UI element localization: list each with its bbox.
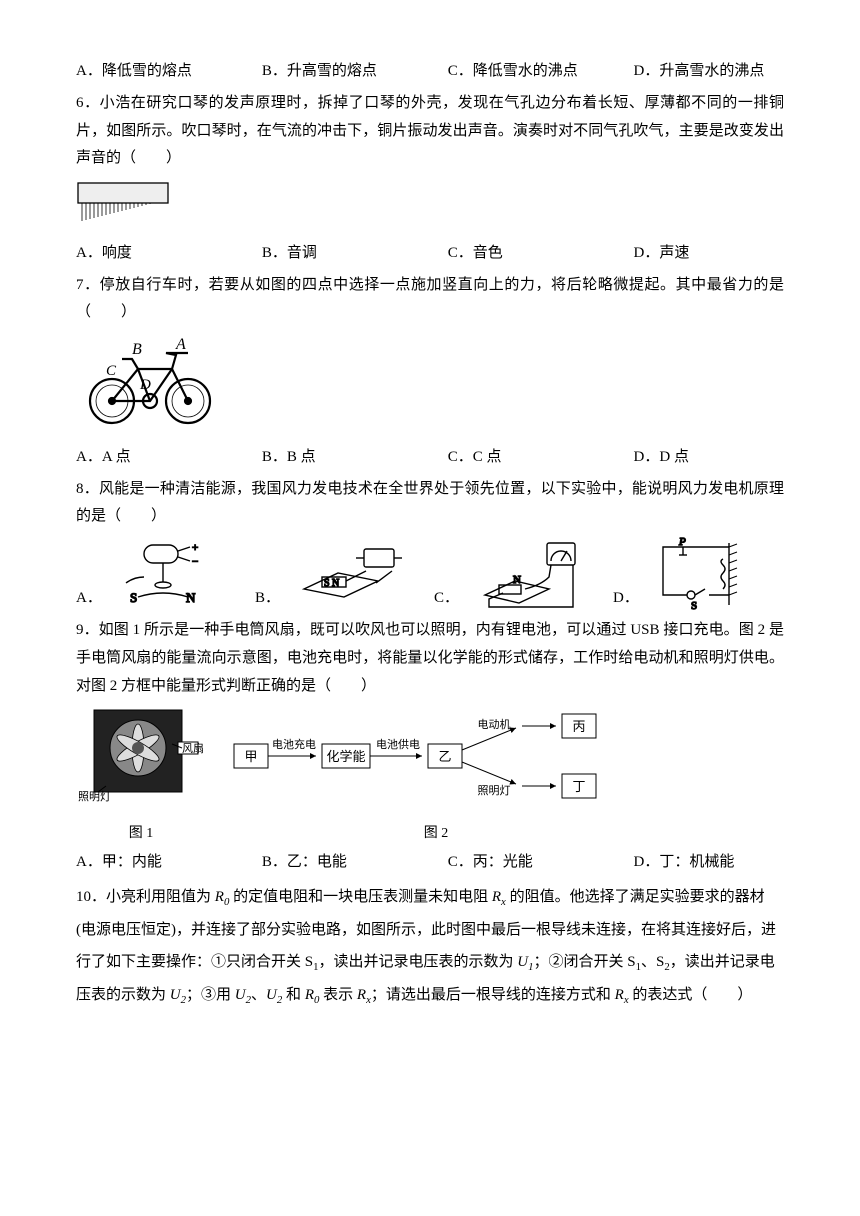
q8-opt-b-label: B． <box>255 585 280 613</box>
q9-figures: 风扇 照明灯 图 1 甲 电池充电 化学能 电池供电 乙 <box>76 704 784 847</box>
q10-body: 10．小亮利用阻值为 R0 的定值电阻和一块电压表测量未知电阻 Rx 的阻值。他… <box>76 889 776 1004</box>
q8-opt-a: A． + − S N <box>76 537 247 613</box>
u2-symbol-2: U2 <box>235 987 251 1003</box>
q10: 10．小亮利用阻值为 R0 的定值电阻和一块电压表测量未知电阻 Rx 的阻值。他… <box>76 881 784 1013</box>
q10-t5: ；②闭合开关 S <box>534 954 636 970</box>
q7-figure: A B C D <box>76 331 784 440</box>
q8-opt-a-label: A． <box>76 585 102 613</box>
experiment-a-icon: + − S N <box>108 537 218 613</box>
q10-t2: 的定值电阻和一块电压表测量未知电阻 <box>229 889 492 905</box>
q8: 8．风能是一种清洁能源，我国风力发电技术在全世界处于领先位置，以下实验中，能说明… <box>76 476 784 614</box>
fan-label: 风扇 <box>182 741 204 755</box>
q5-opt-c: C．降低雪水的沸点 <box>448 58 634 86</box>
q7-body: 7．停放自行车时，若要从如图的四点中选择一点施加竖直向上的力，将后轮略微提起。其… <box>76 272 784 328</box>
svg-text:S: S <box>691 600 697 612</box>
q6-options-row: A．响度 B．音调 C．音色 D．声速 <box>76 240 784 268</box>
u2-symbol-3: U2 <box>266 987 282 1003</box>
q10-t1: 10．小亮利用阻值为 <box>76 889 215 905</box>
energy-flow-icon: 甲 电池充电 化学能 电池供电 乙 电动机 丙 照明灯 <box>226 704 646 810</box>
svg-text:C: C <box>106 363 117 379</box>
q8-options-row: A． + − S N B． S N <box>76 537 784 613</box>
svg-text:N: N <box>186 590 196 605</box>
q7-opt-c: C．C 点 <box>448 444 634 472</box>
q8-opt-b: B． S N <box>255 537 426 613</box>
svg-text:丙: 丙 <box>572 719 585 734</box>
q7-opt-d: D．D 点 <box>634 444 784 472</box>
q9-opt-b: B．乙：电能 <box>262 849 448 877</box>
q9-body: 9．如图 1 所示是一种手电筒风扇，既可以吹风也可以照明，内有锂电池，可以通过 … <box>76 617 784 700</box>
svg-text:−: − <box>192 556 198 568</box>
q8-opt-c: C． N <box>434 537 605 613</box>
q6-body: 6．小浩在研究口琴的发声原理时，拆掉了口琴的外壳，发现在气孔边分布着长短、厚薄都… <box>76 90 784 173</box>
q8-body: 8．风能是一种清洁能源，我国风力发电技术在全世界处于领先位置，以下实验中，能说明… <box>76 476 784 532</box>
svg-text:丁: 丁 <box>572 779 585 794</box>
q9-fig2: 甲 电池充电 化学能 电池供电 乙 电动机 丙 照明灯 <box>226 704 646 847</box>
svg-text:A: A <box>175 336 186 353</box>
svg-text:B: B <box>132 341 142 358</box>
q9-fig1-caption: 图 1 <box>76 821 206 847</box>
svg-text:S N: S N <box>324 578 339 589</box>
fan-flashlight-icon: 风扇 照明灯 <box>76 704 206 810</box>
rx-symbol-3: Rx <box>615 987 629 1003</box>
q10-t12: ；请选出最后一根导线的连接方式和 <box>371 987 615 1003</box>
q8-opt-c-label: C． <box>434 585 459 613</box>
lamp-side-label: 照明灯 <box>78 790 111 803</box>
q7-options-row: A．A 点 B．B 点 C．C 点 D．D 点 <box>76 444 784 472</box>
q7: 7．停放自行车时，若要从如图的四点中选择一点施加竖直向上的力，将后轮略微提起。其… <box>76 272 784 472</box>
q5-opt-a: A．降低雪的熔点 <box>76 58 262 86</box>
q7-opt-b: B．B 点 <box>262 444 448 472</box>
svg-text:照明灯: 照明灯 <box>478 784 511 797</box>
experiment-d-icon: S P <box>645 537 755 613</box>
q5-options: A．降低雪的熔点 B．升高雪的熔点 C．降低雪水的沸点 D．升高雪水的沸点 <box>76 58 784 86</box>
q10-t11: 表示 <box>319 987 357 1003</box>
u1-symbol: U1 <box>517 954 533 970</box>
bicycle-icon: A B C D <box>76 331 224 429</box>
experiment-c-icon: N <box>465 537 595 613</box>
svg-text:N: N <box>513 574 521 586</box>
q6-opt-c: C．音色 <box>448 240 634 268</box>
svg-text:乙: 乙 <box>438 749 451 764</box>
q8-opt-d-label: D． <box>613 585 639 613</box>
q10-t9: 、 <box>251 987 266 1003</box>
q9-opt-c: C．丙：光能 <box>448 849 634 877</box>
rx-symbol: Rx <box>492 889 506 905</box>
q10-t6: 、S <box>641 954 664 970</box>
q8-opt-d: D． S P <box>613 537 784 613</box>
svg-text:D: D <box>139 377 151 393</box>
svg-text:电池供电: 电池供电 <box>376 737 420 751</box>
q9-fig1: 风扇 照明灯 图 1 <box>76 704 206 847</box>
q5-options-row: A．降低雪的熔点 B．升高雪的熔点 C．降低雪水的沸点 D．升高雪水的沸点 <box>76 58 784 86</box>
q5-opt-b: B．升高雪的熔点 <box>262 58 448 86</box>
q6-opt-b: B．音调 <box>262 240 448 268</box>
q10-t13: 的表达式（ ） <box>629 987 753 1003</box>
svg-text:电动机: 电动机 <box>478 717 511 731</box>
q9-fig2-caption: 图 2 <box>226 821 646 847</box>
svg-text:S: S <box>130 590 137 605</box>
q6-opt-a: A．响度 <box>76 240 262 268</box>
q7-opt-a: A．A 点 <box>76 444 262 472</box>
u2-symbol: U2 <box>170 987 186 1003</box>
q9: 9．如图 1 所示是一种手电筒风扇，既可以吹风也可以照明，内有锂电池，可以通过 … <box>76 617 784 877</box>
r0-symbol-2: R0 <box>305 987 320 1003</box>
r0-symbol: R0 <box>215 889 230 905</box>
q10-t10: 和 <box>282 987 305 1003</box>
experiment-b-icon: S N <box>286 537 416 613</box>
rx-symbol-2: Rx <box>357 987 371 1003</box>
svg-text:电池充电: 电池充电 <box>272 737 316 751</box>
q10-t8: ；③用 <box>186 987 235 1003</box>
q6-opt-d: D．声速 <box>634 240 784 268</box>
svg-text:+: + <box>192 542 198 554</box>
q6-figure <box>76 177 784 236</box>
svg-text:甲: 甲 <box>244 749 257 764</box>
q10-t4: ，读出并记录电压表的示数为 <box>319 954 518 970</box>
q6: 6．小浩在研究口琴的发声原理时，拆掉了口琴的外壳，发现在气孔边分布着长短、厚薄都… <box>76 90 784 268</box>
harmonica-icon <box>76 177 172 225</box>
svg-text:化学能: 化学能 <box>326 749 365 764</box>
svg-text:P: P <box>678 537 686 548</box>
q9-opt-a: A．甲：内能 <box>76 849 262 877</box>
q9-options-row: A．甲：内能 B．乙：电能 C．丙：光能 D．丁：机械能 <box>76 849 784 877</box>
q5-opt-d: D．升高雪水的沸点 <box>634 58 784 86</box>
q9-opt-d: D．丁：机械能 <box>634 849 784 877</box>
